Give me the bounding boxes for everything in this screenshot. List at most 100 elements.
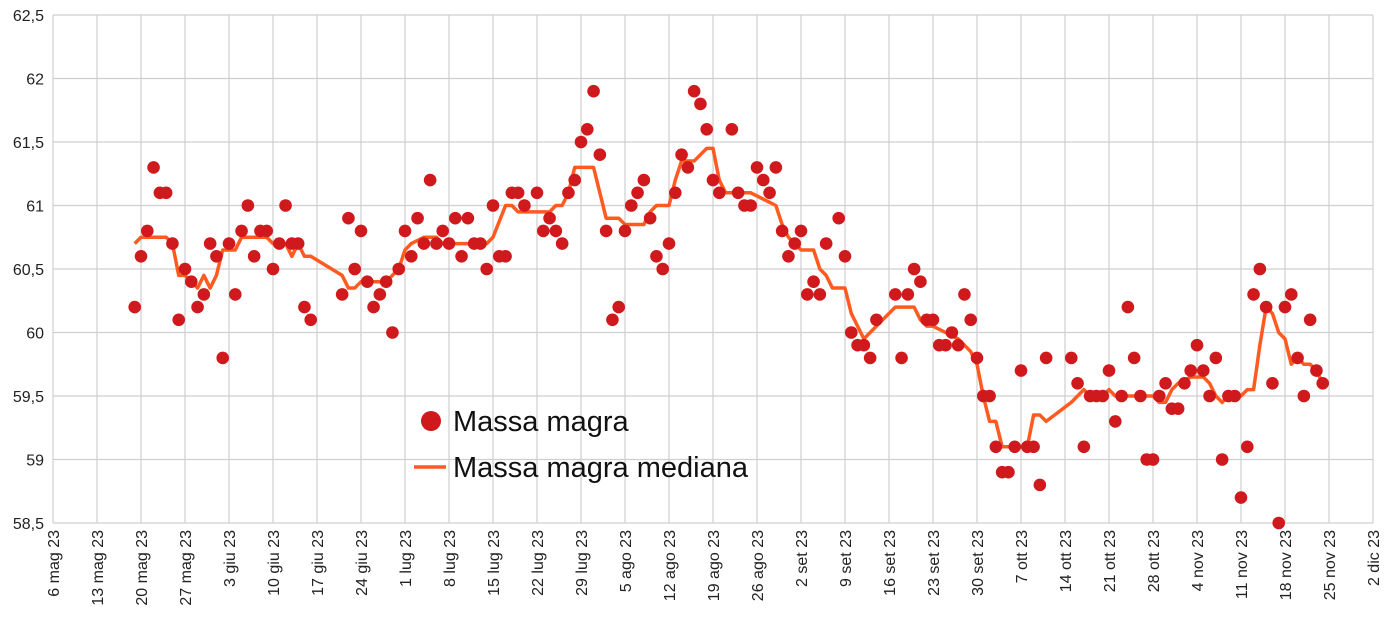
data-point: [210, 249, 223, 263]
data-point: [518, 199, 531, 212]
data-point: [580, 123, 594, 136]
data-point: [587, 84, 600, 98]
data-point: [964, 313, 978, 327]
data-point: [1002, 465, 1015, 479]
x-tick-label: 19 ago 23: [706, 530, 723, 601]
x-tick-label: 27 mag 23: [178, 530, 195, 606]
data-point: [279, 199, 292, 212]
x-tick-label: 26 ago 23: [750, 530, 767, 601]
data-point: [901, 288, 915, 301]
data-point: [184, 275, 198, 289]
x-tick-label: 17 giu 23: [310, 530, 327, 596]
data-point: [1209, 351, 1223, 365]
x-tick-label: 2 set 23: [794, 530, 811, 587]
data-point: [794, 224, 808, 238]
data-point: [1096, 389, 1110, 403]
x-tick-label: 11 nov 23: [1234, 530, 1251, 599]
legend-label-points: Massa magra: [453, 406, 630, 438]
x-tick-label: 3 giu 23: [222, 530, 239, 587]
y-tick-label: 58,5: [13, 516, 44, 533]
data-point: [480, 262, 494, 276]
data-point: [1064, 351, 1078, 365]
data-point: [430, 237, 443, 250]
data-point: [1203, 389, 1216, 403]
data-point: [304, 313, 318, 327]
data-point: [775, 224, 789, 238]
data-point: [888, 288, 902, 301]
data-point: [1121, 300, 1135, 314]
data-point: [549, 224, 563, 238]
data-point: [1316, 377, 1330, 390]
data-point: [386, 326, 399, 339]
data-point: [474, 237, 487, 250]
data-point: [360, 275, 374, 289]
data-point: [832, 211, 846, 225]
x-tick-label: 16 set 23: [882, 530, 899, 596]
data-point: [555, 237, 569, 250]
data-point: [593, 148, 607, 161]
y-tick-label: 62,5: [13, 8, 44, 25]
y-tick-label: 61,5: [13, 135, 44, 152]
data-point: [392, 262, 406, 276]
data-point: [1171, 402, 1185, 416]
data-point: [266, 262, 280, 276]
data-point: [335, 288, 349, 301]
data-point: [782, 249, 795, 263]
data-point: [536, 224, 550, 238]
data-point: [756, 173, 770, 187]
x-tick-label: 29 lug 23: [574, 530, 591, 596]
data-point: [1115, 389, 1128, 403]
data-point: [624, 199, 638, 212]
data-point: [1014, 364, 1028, 377]
legend-marker-points: [421, 411, 441, 431]
x-tick-label: 7 ott 23: [1014, 530, 1031, 583]
data-point: [241, 199, 255, 212]
data-point: [260, 224, 274, 238]
data-point: [983, 389, 996, 403]
data-point: [1303, 313, 1317, 327]
y-tick-label: 62: [26, 72, 44, 89]
data-point: [662, 237, 676, 250]
data-point: [574, 135, 588, 149]
data-point: [159, 186, 173, 200]
data-point: [637, 173, 651, 187]
x-tick-label: 6 mag 23: [46, 530, 63, 597]
data-point: [1196, 364, 1210, 377]
x-tick-label: 22 lug 23: [530, 530, 547, 596]
data-point: [543, 211, 556, 225]
data-point: [247, 249, 261, 263]
x-tick-label: 13 mag 23: [90, 530, 107, 606]
data-point: [725, 123, 739, 136]
median-line-series: [133, 146, 1325, 449]
x-tick-label: 4 nov 23: [1190, 530, 1207, 591]
data-point: [1008, 440, 1022, 454]
data-point: [1190, 338, 1204, 352]
data-point: [1071, 377, 1084, 390]
data-point: [398, 224, 412, 238]
data-point: [1266, 377, 1279, 390]
data-point: [197, 288, 211, 301]
data-point: [844, 326, 858, 339]
x-axis-ticks: 6 mag 23 13 mag 23 20 mag 23 27 mag 23 3 giu…: [46, 530, 1383, 606]
data-point: [945, 326, 959, 339]
data-point: [1027, 440, 1040, 454]
data-point: [216, 351, 230, 365]
data-point: [1039, 351, 1053, 365]
data-point: [486, 199, 500, 212]
data-point: [612, 300, 626, 314]
legend-label-line: Massa magra mediana: [453, 452, 749, 484]
data-point: [1033, 478, 1047, 492]
data-point: [989, 440, 1003, 454]
data-point: [1310, 364, 1323, 377]
data-point: [1108, 415, 1122, 428]
y-tick-label: 59,5: [13, 389, 44, 406]
data-point: [499, 249, 512, 263]
y-tick-label: 60: [26, 326, 44, 343]
data-point: [675, 148, 688, 161]
data-point: [1259, 300, 1273, 314]
x-tick-label: 9 set 23: [838, 530, 855, 587]
data-point: [750, 161, 764, 174]
data-point: [668, 186, 682, 200]
data-point: [857, 338, 871, 352]
data-point: [951, 338, 965, 352]
